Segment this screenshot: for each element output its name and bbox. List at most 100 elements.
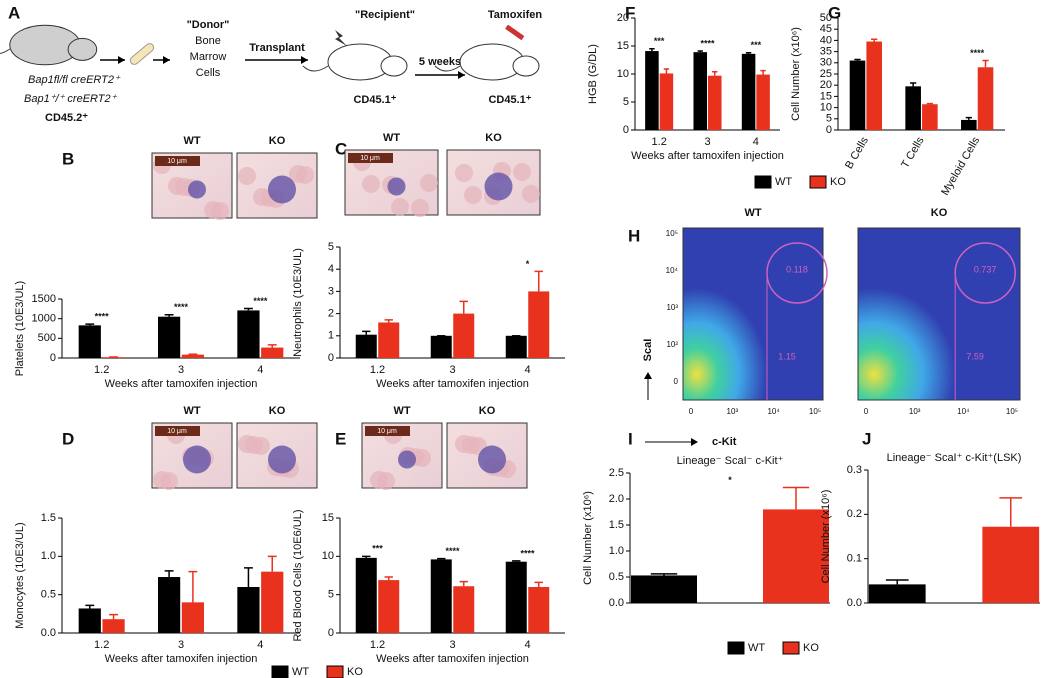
red-cell xyxy=(238,167,256,185)
error-bar xyxy=(926,102,933,105)
significance: *** xyxy=(372,544,383,554)
mouse-head xyxy=(512,55,540,77)
error-bar xyxy=(712,71,718,76)
scale-label: 10 μm xyxy=(167,428,187,435)
micrograph-label: KO xyxy=(269,405,286,417)
error-bar xyxy=(459,300,468,314)
panel-label: D xyxy=(62,429,74,448)
y-tick-label: 0 xyxy=(826,124,832,136)
y-tick-label: 1.0 xyxy=(609,545,624,557)
error-bar xyxy=(459,580,468,587)
gate xyxy=(954,242,1016,304)
flow-x-tick: 0 xyxy=(689,407,694,416)
y-tick-label: 2 xyxy=(328,308,334,320)
transplant: Transplant xyxy=(249,42,305,54)
x-tick-label: 1.2 xyxy=(370,639,385,651)
micrograph-label: KO xyxy=(485,132,502,144)
y-axis-label: Cell Number (x10⁶) xyxy=(820,490,832,584)
x-tick-label: 4 xyxy=(524,639,530,651)
error-bar xyxy=(267,555,277,572)
bar xyxy=(378,580,400,633)
white-cell xyxy=(398,450,416,469)
x-axis-label: Weeks after tamoxifen injection xyxy=(105,378,258,390)
bar xyxy=(645,51,659,130)
error-bar xyxy=(164,313,174,317)
red-cell xyxy=(238,435,256,453)
red-cell xyxy=(455,164,473,182)
panel-label: J xyxy=(862,429,871,448)
x-axis-label: Weeks after tamoxifen injection xyxy=(376,378,529,390)
panel-label: C xyxy=(335,139,347,158)
marker: CD45.2⁺ xyxy=(45,112,88,124)
y-tick-label: 1500 xyxy=(32,293,56,305)
chart-title: Lineage⁻ ScaI⁻ c-Kit⁺ xyxy=(677,455,784,467)
y-tick-label: 15 xyxy=(820,90,832,102)
scale-label: 10 μm xyxy=(377,428,397,435)
y-tick-label: 15 xyxy=(322,512,334,524)
significance: * xyxy=(728,475,732,485)
scale-bar xyxy=(348,153,393,163)
error-bar xyxy=(188,570,198,603)
panel-label: A xyxy=(8,3,20,22)
error-bar xyxy=(534,270,543,292)
panel-label: F xyxy=(625,3,635,22)
y-axis-label: Red Blood Cells (10E6/UL) xyxy=(292,509,304,641)
gate-value: 7.59 xyxy=(966,351,984,361)
y-axis-label: Cell Number (x10⁶) xyxy=(790,27,802,121)
gate-value: 1.15 xyxy=(778,351,796,361)
y-tick-label: 0.3 xyxy=(847,464,862,476)
y-tick-label: 1.5 xyxy=(609,519,624,531)
red-cell xyxy=(455,435,473,453)
arrow-head xyxy=(691,438,698,446)
flow-y-tick: 10⁵ xyxy=(666,229,678,238)
bar xyxy=(763,509,829,603)
cells-label: Marrow xyxy=(190,51,227,63)
bar xyxy=(866,41,882,130)
error-bar xyxy=(965,116,972,120)
bar xyxy=(631,575,697,603)
legend-swatch xyxy=(727,641,745,655)
red-cell xyxy=(253,188,271,206)
legend-label: WT xyxy=(775,176,792,188)
bar xyxy=(430,335,452,358)
marker: CD45.1⁺ xyxy=(353,94,396,106)
micrograph-label: WT xyxy=(183,405,200,417)
y-tick-label: 0 xyxy=(328,627,334,639)
genotype: Bap1fl/fl creERT2⁺ xyxy=(28,74,121,86)
x-tick-label: 4 xyxy=(753,136,759,148)
flow-y-tick: 0 xyxy=(674,377,679,386)
bar xyxy=(982,526,1040,603)
y-tick-label: 0.5 xyxy=(609,571,624,583)
y-axis-label: Neutrophils (10E3/UL) xyxy=(292,248,304,357)
scale-bar xyxy=(365,426,410,436)
error-bar xyxy=(854,58,861,61)
x-tick-label: 1.2 xyxy=(94,364,109,376)
red-cell xyxy=(370,471,388,489)
flow-x-tick: 10³ xyxy=(909,407,921,416)
error-bar xyxy=(885,579,909,585)
arrow-head xyxy=(644,372,652,379)
legend-swatch xyxy=(809,175,827,189)
bar xyxy=(922,104,938,130)
significance: *** xyxy=(751,40,762,50)
x-tick-label: 1.2 xyxy=(652,136,667,148)
x-tick-label: 1.2 xyxy=(370,364,385,376)
significance: **** xyxy=(520,548,535,558)
cells-label: "Donor" xyxy=(187,19,230,31)
bar xyxy=(261,571,284,633)
significance: **** xyxy=(95,312,110,322)
legend-swatch xyxy=(782,641,800,655)
x-tick-label: Myeloid Cells xyxy=(939,135,982,198)
y-axis-label: Cell Number (x10⁶) xyxy=(582,491,594,585)
y-tick-label: 15 xyxy=(617,40,629,52)
y-tick-label: 5 xyxy=(328,241,334,253)
error-bar xyxy=(663,68,670,74)
error-bar xyxy=(782,486,810,510)
error-bar xyxy=(745,51,752,54)
significance: **** xyxy=(253,296,268,306)
white-cell xyxy=(484,172,513,201)
bar xyxy=(430,559,452,633)
legend-swatch xyxy=(754,175,772,189)
error-bar xyxy=(384,576,393,581)
